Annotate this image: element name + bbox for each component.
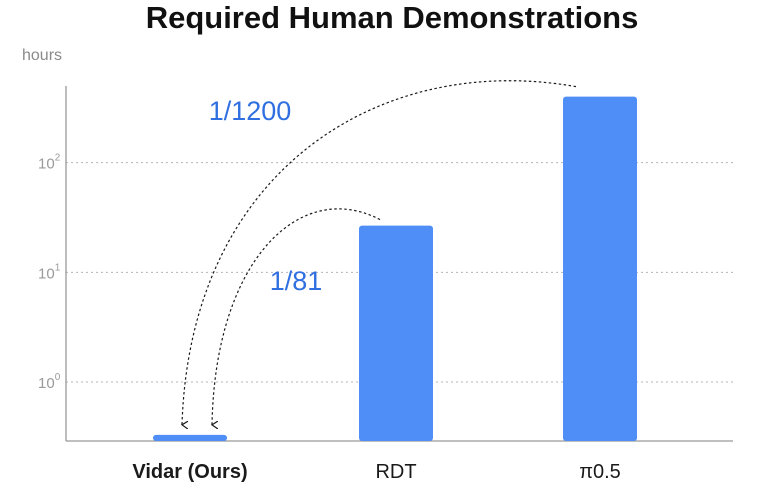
bar-rdt: [359, 225, 433, 441]
y-tick-label-0: 100: [38, 372, 61, 392]
ratio-annotations: 1/1200 1/81: [209, 96, 323, 296]
y-tick-label-1: 101: [38, 262, 61, 282]
x-tick-label-vidar-ours: Vidar (Ours): [132, 461, 247, 483]
comparison-arrows: [182, 80, 577, 425]
bars: [153, 96, 637, 442]
bar-0-5: [563, 96, 637, 442]
chart-title: Required Human Demonstrations: [146, 0, 639, 35]
arrow-rdt-to-vidar-ours: [212, 208, 381, 425]
y-axis-unit-label: hours: [22, 47, 62, 64]
ratio-label-rdt: 1/81: [270, 266, 323, 296]
ratio-label-0-5: 1/1200: [209, 96, 292, 126]
y-axis-ticks: 100 101 102: [38, 153, 61, 392]
arrow-0-5-to-vidar-ours: [182, 80, 577, 425]
bar-vidar-ours: [153, 434, 227, 441]
x-tick-label-rdt: RDT: [375, 461, 416, 483]
x-tick-label-0-5: π0.5: [579, 461, 621, 483]
y-tick-label-2: 102: [38, 153, 61, 173]
category-labels: Vidar (Ours) RDT π0.5: [132, 461, 620, 483]
